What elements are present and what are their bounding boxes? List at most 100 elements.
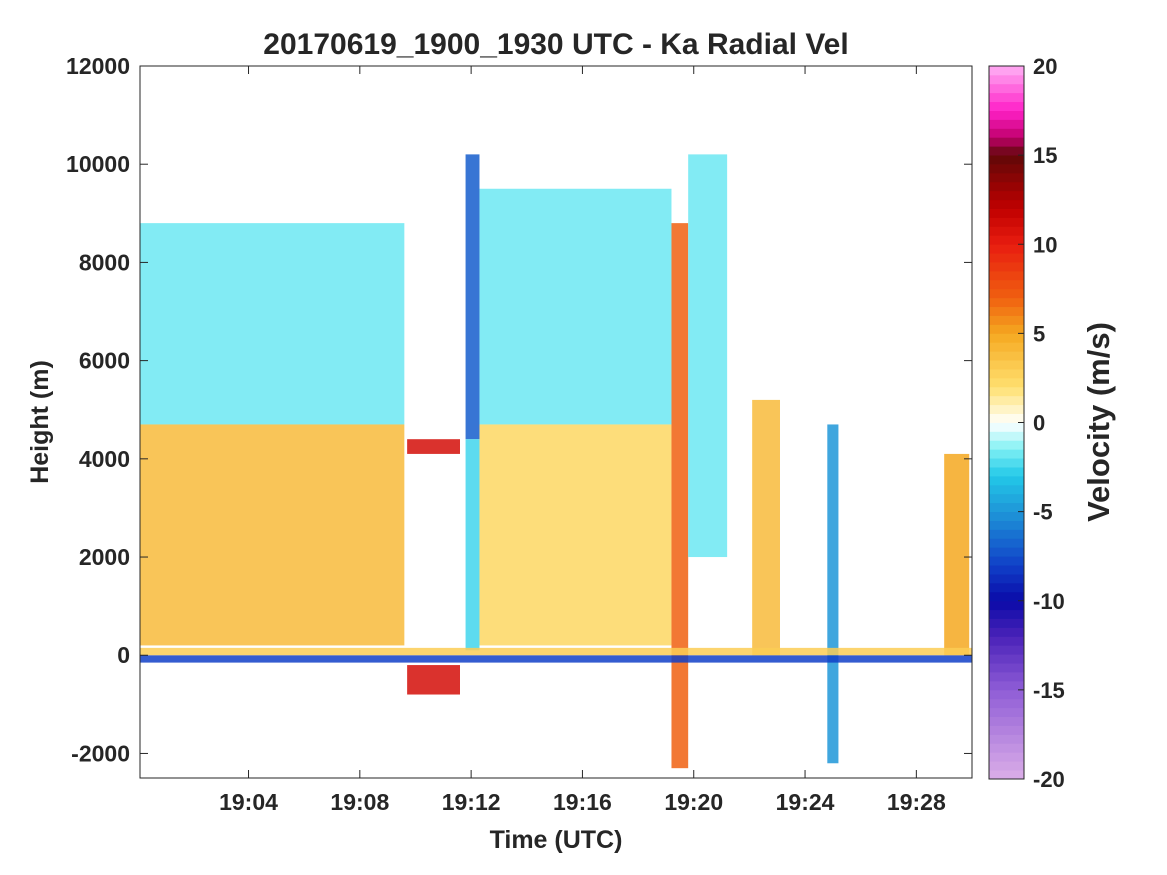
colorbar-step [989, 413, 1024, 423]
colorbar-step [989, 627, 1024, 637]
colorbar-step [989, 386, 1024, 397]
velocity-region [140, 655, 972, 663]
x-tick-label: 19:16 [553, 789, 612, 815]
velocity-region [752, 399, 780, 656]
colorbar-tick-label: 5 [1033, 321, 1045, 346]
y-tick-label: -2000 [71, 740, 130, 766]
colorbar-step [989, 440, 1024, 450]
colorbar-step [989, 698, 1024, 709]
colorbar-step [989, 342, 1024, 352]
colorbar-step [989, 74, 1024, 85]
x-tick-label: 19:08 [330, 789, 389, 815]
colorbar-tick-label: 20 [1033, 54, 1057, 79]
y-tick-label: 0 [117, 642, 130, 668]
colorbar-step [989, 164, 1024, 174]
colorbar-step [989, 101, 1024, 111]
colorbar-step [989, 360, 1024, 370]
velocity-region [671, 223, 689, 769]
colorbar-step [989, 377, 1024, 388]
colorbar-tick-label: -15 [1033, 678, 1065, 703]
x-tick-label: 19:20 [664, 789, 723, 815]
velocity-region [944, 453, 970, 656]
x-axis-label: Time (UTC) [490, 826, 623, 854]
colorbar-step [989, 395, 1024, 406]
colorbar-step [989, 431, 1024, 441]
colorbar-step [989, 689, 1024, 700]
x-tick-label: 19:04 [219, 789, 278, 815]
colorbar-step [989, 654, 1024, 664]
x-axis: 19:04 19:08 19:12 19:16 19:20 19:24 19:28 [219, 66, 946, 815]
colorbar-step [989, 547, 1024, 557]
colorbar-step [989, 591, 1024, 602]
colorbar-step [989, 199, 1024, 209]
colorbar-step [989, 707, 1024, 718]
y-tick-label: 8000 [79, 249, 130, 275]
colorbar-step [989, 253, 1024, 263]
colorbar-step [989, 181, 1024, 192]
colorbar-step [989, 297, 1024, 308]
colorbar-tick-label: -5 [1033, 500, 1053, 525]
colorbar-step [989, 83, 1024, 94]
colorbar-step [989, 351, 1024, 361]
colorbar-step [989, 484, 1024, 495]
colorbar-step [989, 172, 1024, 183]
colorbar-gradient [989, 66, 1024, 780]
colorbar-step [989, 306, 1024, 316]
colorbar-step [989, 190, 1024, 201]
colorbar-step [989, 574, 1024, 584]
y-axis-label: Height (m) [26, 360, 54, 484]
colorbar-step [989, 119, 1024, 129]
colorbar-step [989, 146, 1024, 156]
velocity-region [407, 665, 460, 695]
x-tick-label: 19:28 [887, 789, 946, 815]
velocity-region [140, 223, 405, 425]
colorbar-step [989, 315, 1024, 325]
colorbar-step [989, 636, 1024, 646]
y-tick-label: 2000 [79, 544, 130, 570]
colorbar-step [989, 538, 1024, 548]
y-tick-label: 4000 [79, 446, 130, 472]
chart-title: 20170619_1900_1930 UTC - Ka Radial Vel [263, 28, 848, 61]
velocity-region [827, 424, 839, 764]
colorbar-step [989, 520, 1024, 530]
colorbar-step [989, 404, 1024, 414]
colorbar-step [989, 582, 1024, 593]
velocity-region [140, 647, 972, 656]
colorbar-step [989, 137, 1024, 147]
colorbar-step [989, 458, 1024, 468]
colorbar-step [989, 217, 1024, 227]
colorbar-step [989, 92, 1024, 103]
colorbar-step [989, 493, 1024, 504]
colorbar-step [989, 262, 1024, 272]
colorbar-ticks: 20 15 10 5 0 -5 -10 -15 -20 [1018, 54, 1065, 792]
colorbar-step [989, 716, 1024, 726]
y-tick-label: 6000 [79, 348, 130, 374]
colorbar-step [989, 288, 1024, 299]
colorbar-step [989, 235, 1024, 245]
colorbar-step [989, 725, 1024, 735]
colorbar-step [989, 511, 1024, 521]
colorbar-step [989, 672, 1024, 682]
colorbar-tick-label: 10 [1033, 232, 1057, 257]
colorbar-step [989, 752, 1024, 762]
colorbar-step [989, 618, 1024, 628]
colorbar-tick-label: 0 [1033, 411, 1045, 436]
velocity-region [465, 154, 480, 440]
colorbar-label: Velocity (m/s) [1081, 322, 1116, 522]
colorbar-step [989, 279, 1024, 290]
colorbar-step [989, 645, 1024, 655]
colorbar-step [989, 226, 1024, 236]
colorbar-step [989, 770, 1024, 780]
colorbar-step [989, 609, 1024, 619]
colorbar-step [989, 467, 1024, 477]
colorbar-step [989, 110, 1024, 120]
colorbar-step [989, 270, 1024, 281]
colorbar-step [989, 369, 1024, 379]
plot-frame [139, 65, 973, 779]
colorbar-step [989, 600, 1024, 611]
velocity-region [479, 188, 672, 425]
velocity-region [407, 439, 460, 454]
colorbar-tick-label: -20 [1033, 767, 1065, 792]
velocity-region [479, 424, 672, 646]
